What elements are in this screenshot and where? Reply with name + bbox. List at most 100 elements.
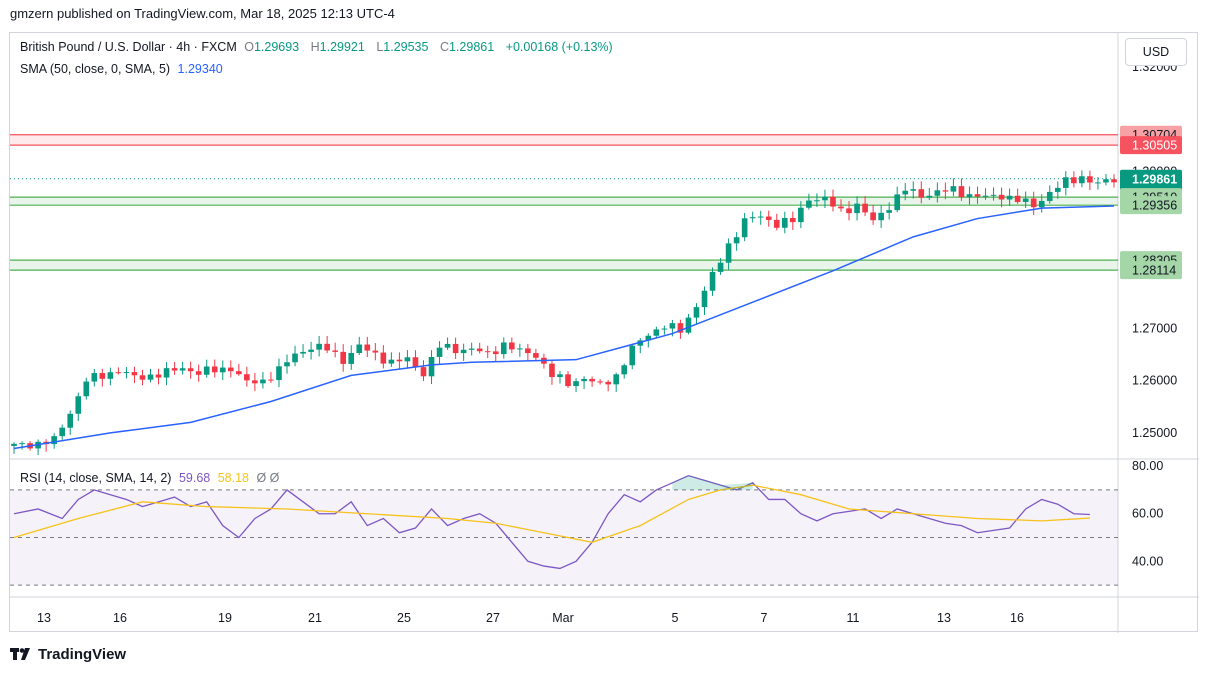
candle-body (356, 344, 363, 353)
candle-body (597, 381, 603, 383)
candle-body (830, 196, 836, 207)
candle-body (725, 243, 732, 263)
candle-body (1103, 179, 1109, 183)
publisher-header: gmzern published on TradingView.com, Mar… (10, 6, 395, 21)
candle-body (717, 262, 724, 272)
candle-body (749, 217, 756, 219)
candle-body (509, 342, 515, 350)
candle-body (324, 343, 330, 351)
time-axis-label: 13 (937, 611, 951, 625)
candle-body (870, 212, 876, 221)
candle-body (798, 207, 804, 223)
candle-body (195, 371, 202, 375)
candle-body (219, 367, 226, 373)
candle-body (581, 378, 587, 382)
rsi-tick-label: 40.00 (1132, 554, 1163, 568)
candle-body (1054, 187, 1061, 192)
candle-body (396, 359, 403, 362)
candle-body (661, 328, 668, 330)
candle-body (452, 343, 459, 354)
candle-body (517, 348, 523, 350)
candle-body (203, 366, 210, 375)
candle-body (300, 351, 306, 354)
candle-body (733, 237, 740, 244)
candle-body (340, 351, 347, 364)
candle-body (757, 216, 764, 218)
zone-green-1 (10, 197, 1118, 206)
time-axis-label: 13 (37, 611, 51, 625)
candle-body (982, 195, 989, 197)
sma-legend: SMA (50, close, 0, SMA, 5) 1.29340 (20, 62, 227, 76)
price-axis-label: 1.29861 (1120, 169, 1182, 188)
chart-canvas[interactable]: 1.320001.270001.260001.250001.300001.307… (10, 33, 1199, 633)
candle-body (765, 216, 772, 220)
time-axis-label: 11 (847, 611, 860, 625)
price-axis-label-text: 1.29861 (1132, 172, 1177, 186)
candle-body (139, 375, 146, 380)
price-axis-label-bg (1120, 196, 1182, 215)
candle-body (942, 190, 949, 192)
price-axis-label-bg (1120, 136, 1182, 155)
zone-green-2 (10, 260, 1118, 271)
currency-button[interactable]: USD (1125, 38, 1187, 66)
candle-body (645, 335, 652, 341)
candle-body (701, 290, 708, 308)
candle-body (500, 342, 507, 355)
tradingview-logo-text: TradingView (38, 646, 127, 663)
candle-body (211, 366, 218, 373)
candle-body (589, 378, 595, 382)
candle-body (822, 196, 828, 201)
candle-body (605, 381, 611, 385)
open-label: O (244, 40, 254, 54)
candle-body (75, 396, 82, 414)
candle-body (412, 357, 419, 368)
candle-body (147, 374, 154, 380)
candle-body (741, 218, 748, 238)
rsi-label[interactable]: RSI (14, close, SMA, 14, 2) (20, 471, 172, 485)
candle-body (332, 350, 338, 352)
change-value: +0.00168 (+0.13%) (505, 40, 613, 54)
candle-body (1014, 195, 1021, 202)
low-value: 1.29535 (383, 40, 429, 54)
candle-body (573, 381, 579, 387)
candle-body (918, 189, 925, 198)
candle-body (468, 348, 475, 350)
candle-body (814, 200, 820, 202)
candle-body (83, 381, 90, 397)
candle-body (252, 380, 258, 384)
rsi-tick-label: 80.00 (1132, 459, 1163, 473)
rsi-overbought-fill (672, 475, 753, 490)
candle-body (1071, 177, 1077, 184)
candle-body (268, 379, 274, 381)
low-label: L (376, 40, 384, 54)
candle-body (364, 344, 371, 351)
zone-red-0 (10, 134, 1118, 146)
candle-body (11, 443, 17, 446)
sma50-line (13, 205, 1115, 450)
candle-body (966, 194, 973, 198)
time-axis-label: 25 (397, 611, 411, 625)
candle-body (773, 219, 780, 228)
symbol-name[interactable]: British Pound / U.S. Dollar · 4h · FXCM (20, 40, 237, 54)
candle-body (669, 323, 676, 329)
candle-body (163, 368, 170, 378)
time-axis-label: 16 (1010, 611, 1024, 625)
candle-body (244, 374, 250, 381)
candle-body (236, 371, 242, 375)
candle-body (284, 362, 290, 367)
candle-body (179, 368, 186, 371)
candle-body (380, 352, 387, 364)
candle-body (476, 348, 483, 352)
candle-body (99, 373, 106, 379)
candle-body (862, 203, 868, 213)
candle-body (709, 271, 716, 291)
candle-body (276, 366, 282, 381)
candle-body (19, 443, 25, 445)
candle-body (525, 348, 531, 354)
candle-body (171, 368, 178, 371)
candle-body (958, 186, 965, 198)
sma-label[interactable]: SMA (50, close, 0, SMA, 5) (20, 62, 171, 76)
candle-body (910, 189, 917, 191)
candle-body (1030, 198, 1037, 208)
candle-body (1111, 179, 1117, 183)
